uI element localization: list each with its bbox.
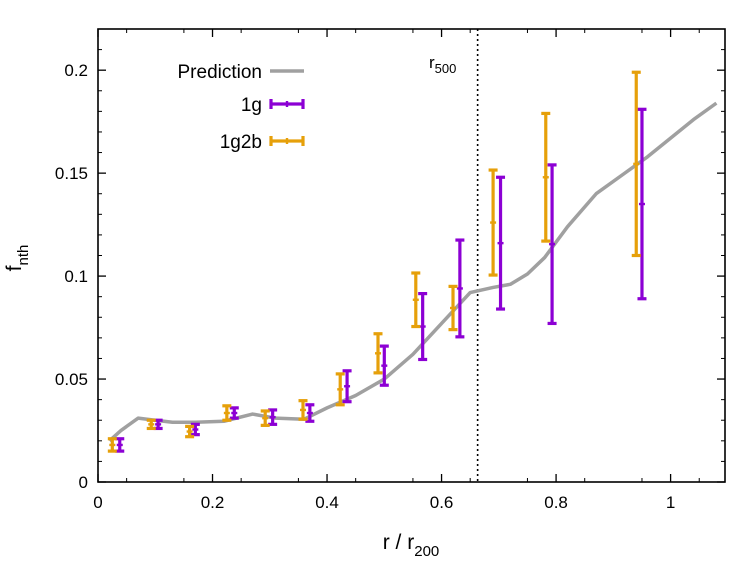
y-tick-label: 0.05 xyxy=(55,370,88,389)
legend-label: 1g xyxy=(241,95,262,116)
legend-label: Prediction xyxy=(178,62,263,83)
y-tick-label: 0.15 xyxy=(55,164,88,183)
legend-label: 1g2b xyxy=(220,132,262,153)
x-tick-label: 0.6 xyxy=(430,493,454,512)
x-tick-label: 0.8 xyxy=(544,493,568,512)
y-tick-label: 0.1 xyxy=(64,267,88,286)
plot-frame xyxy=(97,28,726,483)
y-axis-title: fnth xyxy=(3,245,32,272)
x-axis-title: r / r200 xyxy=(383,531,440,560)
y-tick-label: 0.2 xyxy=(64,61,88,80)
x-tick-label: 0.2 xyxy=(201,493,225,512)
prediction-line xyxy=(108,101,718,443)
x-tick-label: 0 xyxy=(93,493,102,512)
r500-label: r500 xyxy=(429,53,456,76)
x-tick-label: 1 xyxy=(666,493,675,512)
x-tick-label: 0.4 xyxy=(315,493,339,512)
y-tick-label: 0 xyxy=(79,473,88,492)
